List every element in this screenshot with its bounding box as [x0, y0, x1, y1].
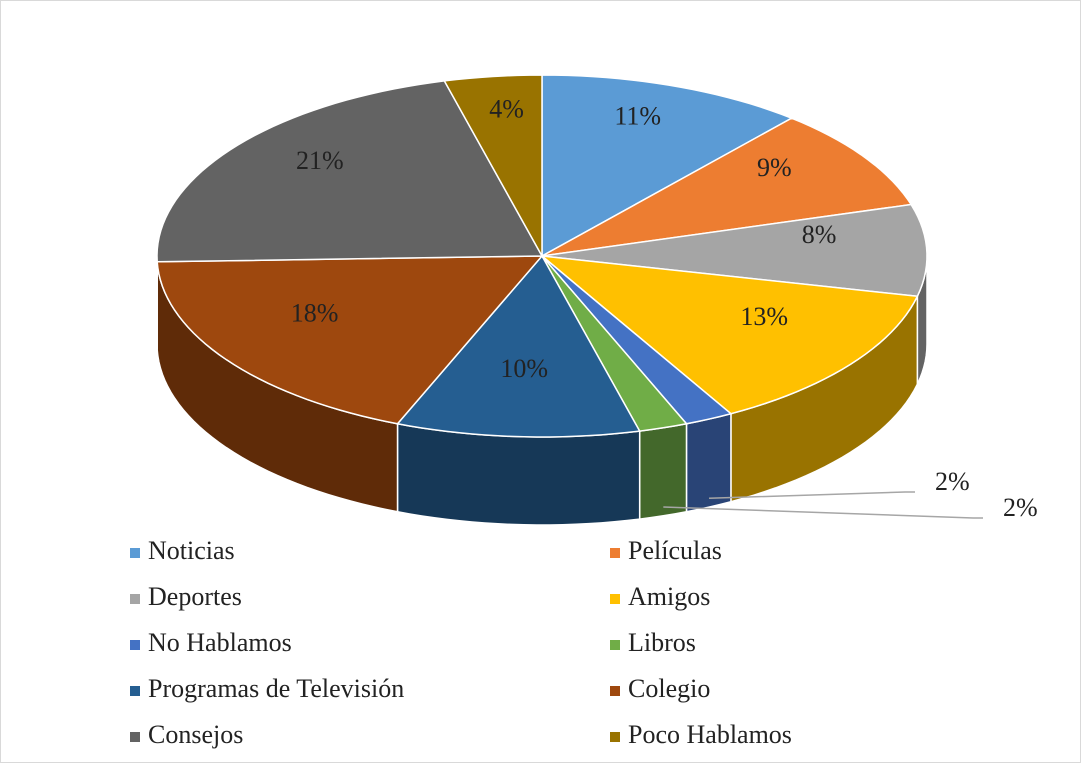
- data-label: 10%: [500, 354, 548, 383]
- slice: [539, 254, 919, 415]
- slice-side: [638, 422, 688, 520]
- data-label: 11%: [614, 102, 661, 131]
- data-label: 9%: [757, 153, 792, 182]
- legend-label: Amigos: [628, 582, 710, 611]
- legend-label: Colegio: [628, 674, 710, 703]
- legend-label: Poco Hablamos: [628, 720, 792, 749]
- legend-swatch: [610, 548, 620, 558]
- leader-line: [663, 506, 983, 519]
- legend-swatch: [130, 548, 140, 558]
- slice-side: [396, 422, 641, 526]
- slice: [156, 255, 544, 425]
- slice: [156, 80, 544, 263]
- data-label: 2%: [1003, 493, 1038, 522]
- legend-label: Noticias: [148, 536, 235, 565]
- legend-swatch: [610, 594, 620, 604]
- legend-swatch: [130, 686, 140, 696]
- slice: [443, 74, 543, 259]
- slice: [396, 254, 641, 438]
- legend-swatch: [130, 594, 140, 604]
- legend-swatch: [610, 686, 620, 696]
- legend-label: Deportes: [148, 582, 242, 611]
- legend-swatch: [610, 732, 620, 742]
- legend-swatch: [130, 732, 140, 742]
- data-label: 8%: [802, 220, 837, 249]
- data-label: 4%: [489, 95, 524, 124]
- leader-line: [709, 491, 915, 500]
- data-label: 18%: [291, 299, 339, 328]
- slice: [541, 117, 913, 257]
- legend-swatch: [610, 640, 620, 650]
- legend-label: Consejos: [148, 720, 243, 749]
- legend-label: No Hablamos: [148, 628, 292, 657]
- legend-swatch: [130, 640, 140, 650]
- legend-label: Programas de Televisión: [148, 674, 404, 703]
- slice: [541, 203, 928, 298]
- slice: [541, 74, 794, 258]
- data-label: 2%: [935, 467, 970, 496]
- legend-label: Libros: [628, 628, 696, 657]
- data-label: 13%: [740, 302, 788, 331]
- data-label: 21%: [296, 146, 344, 175]
- legend-label: Películas: [628, 536, 722, 565]
